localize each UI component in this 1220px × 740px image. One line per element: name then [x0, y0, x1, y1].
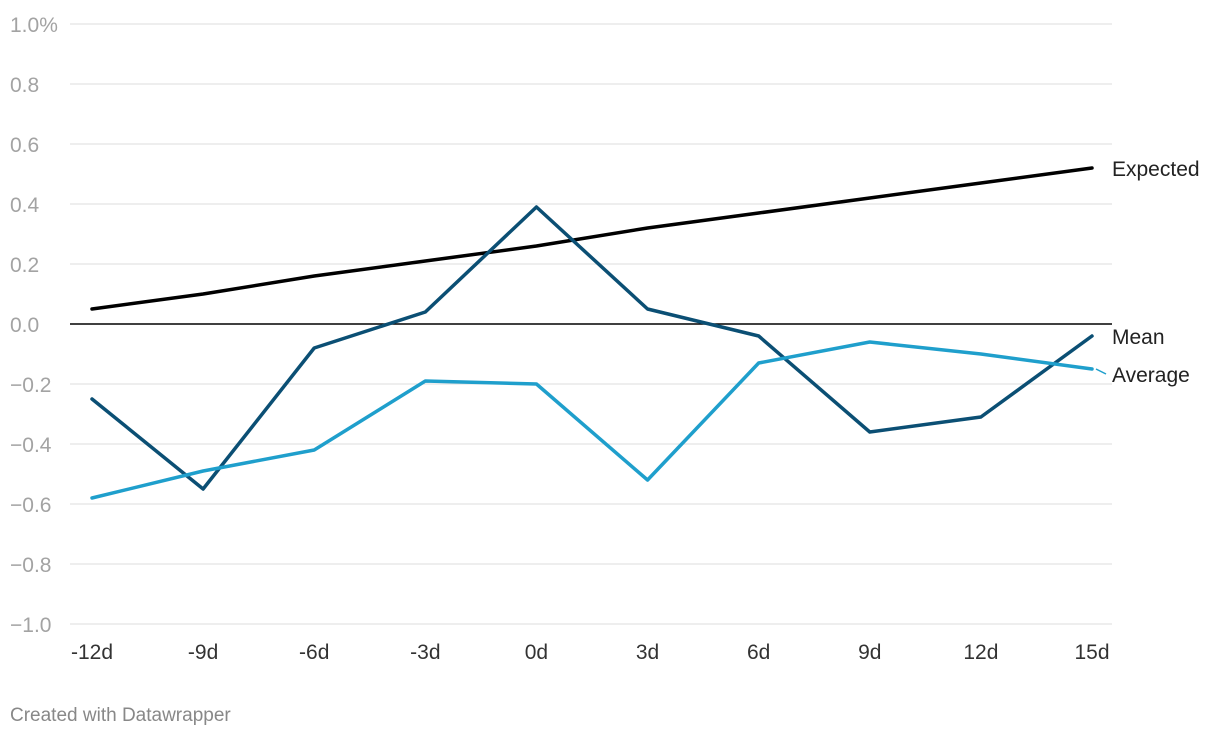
y-tick-label: 0.6	[10, 134, 39, 157]
series-label-mean: Mean	[1112, 326, 1165, 349]
y-tick-label: 0.4	[10, 194, 40, 217]
series-label-average: Average	[1112, 364, 1190, 387]
y-tick-label: −1.0	[10, 614, 51, 637]
x-tick-label: 3d	[636, 641, 659, 664]
x-tick-label: 6d	[747, 641, 770, 664]
y-axis: 1.0% 0.8 0.6 0.4 0.2 0.0 −0.2 −0.4 −0.6 −0.8 −1.0	[10, 14, 58, 637]
y-tick-label: −0.6	[10, 494, 51, 517]
label-connector-average	[1095, 368, 1107, 375]
series-line-mean[interactable]	[90, 205, 1094, 491]
x-tick-label: -12d	[71, 641, 113, 664]
x-tick-label: 15d	[1074, 641, 1109, 664]
x-tick-label: 12d	[963, 641, 998, 664]
x-axis: -12d -9d -6d -3d 0d 3d 6d 9d 12d 15d	[71, 641, 1110, 664]
series-labels: Expected Mean Average	[1095, 158, 1200, 387]
line-chart: 1.0%0.80.60.40.20.0−0.2−0.4−0.6−0.8−1.0 …	[10, 14, 1200, 664]
y-tick-label: 0.2	[10, 254, 39, 277]
series-layer	[90, 166, 1094, 500]
series-line-expected[interactable]	[90, 166, 1094, 311]
x-tick-label: 9d	[858, 641, 881, 664]
grid-layer	[70, 23, 1112, 625]
y-tick-label: 0.0	[10, 314, 39, 337]
y-tick-label: −0.4	[10, 434, 52, 457]
y-tick-label: 1.0%	[10, 14, 58, 37]
series-line-average[interactable]	[90, 340, 1094, 500]
datawrapper-credit[interactable]: Created with Datawrapper	[10, 705, 231, 726]
y-tick-label: −0.8	[10, 554, 51, 577]
y-tick-label: −0.2	[10, 374, 51, 397]
x-tick-label: -3d	[410, 641, 440, 664]
series-label-expected: Expected	[1112, 158, 1200, 181]
x-tick-label: 0d	[525, 641, 548, 664]
x-tick-label: -6d	[299, 641, 329, 664]
y-tick-label: 0.8	[10, 74, 39, 97]
x-tick-label: -9d	[188, 641, 218, 664]
